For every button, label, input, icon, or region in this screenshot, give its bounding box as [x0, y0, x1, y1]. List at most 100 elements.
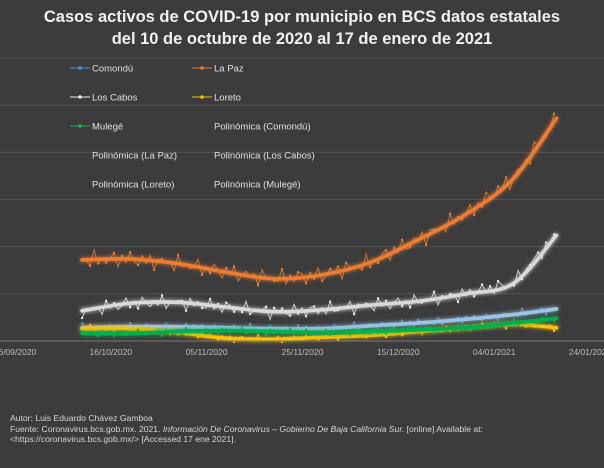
data-point-mulege: [216, 332, 220, 335]
trendline-los-cabos: [80, 233, 559, 314]
data-point-la-paz: [104, 261, 108, 264]
data-point-mulege: [304, 328, 308, 332]
data-point-los-cabos: [232, 310, 236, 314]
data-point-mulege: [384, 332, 388, 335]
data-point-los-cabos: [80, 316, 84, 320]
legend-item-polinomica-comondu: Polinómica (Comondú): [190, 122, 311, 133]
data-point-comondu: [400, 319, 404, 322]
data-point-loreto: [504, 327, 508, 330]
data-point-los-cabos: [488, 284, 492, 288]
data-point-los-cabos: [136, 307, 140, 310]
trendline-comondu: [80, 307, 559, 331]
source-url: <https://coronavirus.bcs.gob.mx/> [Acces…: [10, 434, 236, 445]
data-point-los-cabos: [384, 299, 388, 302]
data-point-los-cabos: [240, 310, 244, 314]
data-point-la-paz: [288, 274, 292, 277]
data-point-los-cabos: [200, 306, 204, 310]
data-point-la-paz: [152, 268, 156, 272]
data-point-mulege: [208, 332, 212, 335]
data-point-comondu: [296, 324, 300, 327]
data-point-la-paz: [208, 272, 212, 275]
raw-line-la-paz: [81, 113, 555, 288]
legend-item-loreto: Loreto: [192, 93, 241, 104]
x-tick-label: 26/09/2020: [0, 347, 37, 357]
data-point-loreto: [400, 334, 404, 337]
data-point-los-cabos: [272, 306, 276, 309]
data-point-los-cabos: [288, 314, 292, 317]
data-point-mulege: [96, 334, 100, 338]
x-tick-label: 16/10/2020: [90, 347, 133, 357]
data-point-la-paz: [336, 265, 340, 268]
data-point-los-cabos: [472, 295, 476, 298]
legend-item-la-paz: La Paz: [192, 64, 244, 75]
data-point-los-cabos: [128, 306, 132, 309]
data-point-mulege: [184, 326, 188, 330]
source-citation: Fuente: Coronavirus.bcs.gob.mx. 2021. In…: [10, 424, 595, 435]
data-point-los-cabos: [208, 297, 212, 301]
data-point-mulege: [120, 329, 124, 333]
series-los-cabos: [80, 233, 559, 321]
data-point-la-paz: [400, 238, 404, 241]
data-point-los-cabos: [448, 292, 452, 296]
data-point-loreto: [384, 335, 388, 339]
legend-label: Mulegé: [92, 122, 123, 133]
data-point-mulege: [136, 328, 140, 331]
data-point-comondu: [416, 318, 420, 322]
legend-marker: [78, 66, 82, 70]
data-point-la-paz: [304, 282, 308, 285]
x-tick-label: 24/01/2021: [569, 347, 604, 357]
data-point-comondu: [184, 322, 188, 326]
legend-item-mulege: Mulegé: [70, 122, 123, 133]
legend-item-polinomica-loreto: Polinómica (Loreto): [68, 180, 174, 191]
legend-item-polinomica-los-cabos: Polinómica (Los Cabos): [190, 151, 315, 162]
data-point-los-cabos: [160, 294, 164, 297]
legend-marker: [200, 66, 204, 70]
data-point-la-paz: [120, 254, 124, 258]
data-point-la-paz: [256, 284, 260, 287]
data-point-los-cabos: [352, 313, 356, 316]
source-prefix: Fuente: Coronavirus.bcs.gob.mx. 2021.: [10, 423, 161, 434]
data-point-la-paz: [328, 267, 332, 271]
data-point-los-cabos: [224, 301, 228, 304]
source-title: Información De Coronavirus – Gobierno De…: [162, 423, 405, 434]
chart-area: Comondú La Paz Los Cabos Loreto Mulegé Polinó…: [0, 57, 604, 357]
data-point-la-paz: [296, 270, 300, 274]
gridlines: [0, 57, 604, 342]
data-point-comondu: [80, 322, 84, 325]
legend-item-comondu: Comondú: [70, 64, 133, 75]
data-point-comondu: [496, 318, 500, 322]
data-point-la-paz: [280, 267, 284, 271]
legend-marker: [78, 95, 82, 99]
data-point-mulege: [512, 318, 516, 321]
data-point-la-paz: [112, 251, 116, 255]
data-point-mulege: [536, 322, 540, 326]
data-point-los-cabos: [432, 290, 436, 294]
data-point-los-cabos: [456, 300, 460, 304]
legend-marker: [200, 95, 204, 99]
data-point-la-paz: [376, 261, 380, 265]
legend-marker: [78, 124, 82, 128]
data-point-la-paz: [448, 212, 452, 215]
data-point-la-paz: [160, 257, 164, 261]
data-point-los-cabos: [544, 241, 548, 244]
series-mulege: [80, 316, 559, 338]
data-point-mulege: [432, 331, 436, 335]
x-tick-label: 25/11/2020: [282, 347, 324, 357]
legend-item-polinomica-mulege: Polinómica (Mulegé): [190, 180, 301, 191]
data-point-la-paz: [344, 261, 348, 265]
data-point-los-cabos: [496, 279, 500, 283]
data-point-la-paz: [424, 243, 428, 246]
data-point-comondu: [304, 325, 308, 328]
data-point-comondu: [248, 322, 252, 325]
data-point-comondu: [472, 314, 476, 318]
data-point-comondu: [520, 307, 524, 310]
legend: Comondú La Paz Los Cabos Loreto Mulegé Polinó…: [68, 64, 315, 191]
legend-label: Los Cabos: [92, 93, 138, 104]
data-point-la-paz: [136, 263, 140, 267]
data-point-la-paz: [224, 266, 228, 270]
data-point-comondu: [544, 313, 548, 316]
legend-label: Polinómica (Loreto): [92, 180, 174, 191]
x-tick-label: 04/01/2021: [473, 347, 516, 357]
series-layer: [80, 112, 559, 344]
data-point-la-paz: [504, 176, 508, 179]
